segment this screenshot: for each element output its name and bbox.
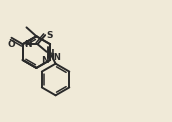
Text: N: N <box>41 56 49 65</box>
Text: N: N <box>24 40 32 49</box>
Text: N: N <box>46 49 54 58</box>
Text: S: S <box>47 31 53 40</box>
Text: HN: HN <box>48 53 62 62</box>
Text: O: O <box>8 40 15 49</box>
